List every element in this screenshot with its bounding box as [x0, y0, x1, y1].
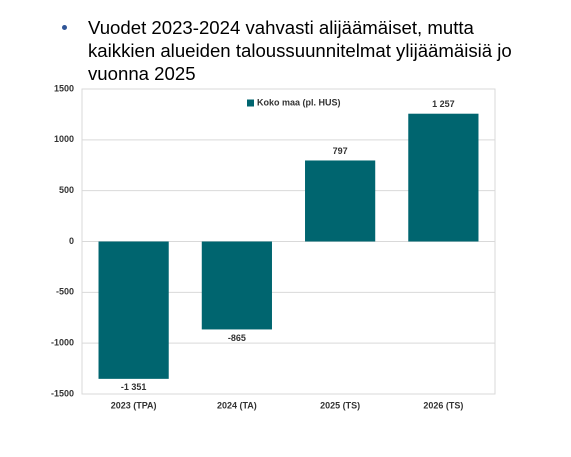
- x-tick-label: 2024 (TA): [217, 400, 257, 410]
- y-tick-label: 500: [59, 185, 74, 195]
- slide-title: Vuodet 2023-2024 vahvasti alijäämäiset, …: [88, 17, 512, 84]
- value-label: 797: [333, 146, 348, 156]
- bar: [201, 241, 272, 330]
- x-tick-label: 2025 (TS): [320, 400, 360, 410]
- y-tick-label: -1500: [51, 388, 74, 398]
- bar: [408, 113, 479, 242]
- legend-label: Koko maa (pl. HUS): [257, 97, 341, 107]
- value-label: -1 351: [121, 382, 147, 392]
- x-tick-label: 2023 (TPA): [111, 400, 157, 410]
- y-tick-label: 1500: [54, 83, 74, 93]
- legend-swatch: [247, 99, 254, 107]
- bar: [305, 160, 376, 242]
- bullet: [62, 25, 67, 30]
- x-tick-label: 2026 (TS): [423, 400, 463, 410]
- y-tick-label: -1000: [51, 338, 74, 348]
- y-tick-label: -500: [56, 287, 74, 297]
- bar: [98, 241, 169, 379]
- y-tick-label: 1000: [54, 134, 74, 144]
- value-label: 1 257: [432, 99, 455, 109]
- value-label: -865: [228, 333, 246, 343]
- y-tick-label: 0: [69, 236, 74, 246]
